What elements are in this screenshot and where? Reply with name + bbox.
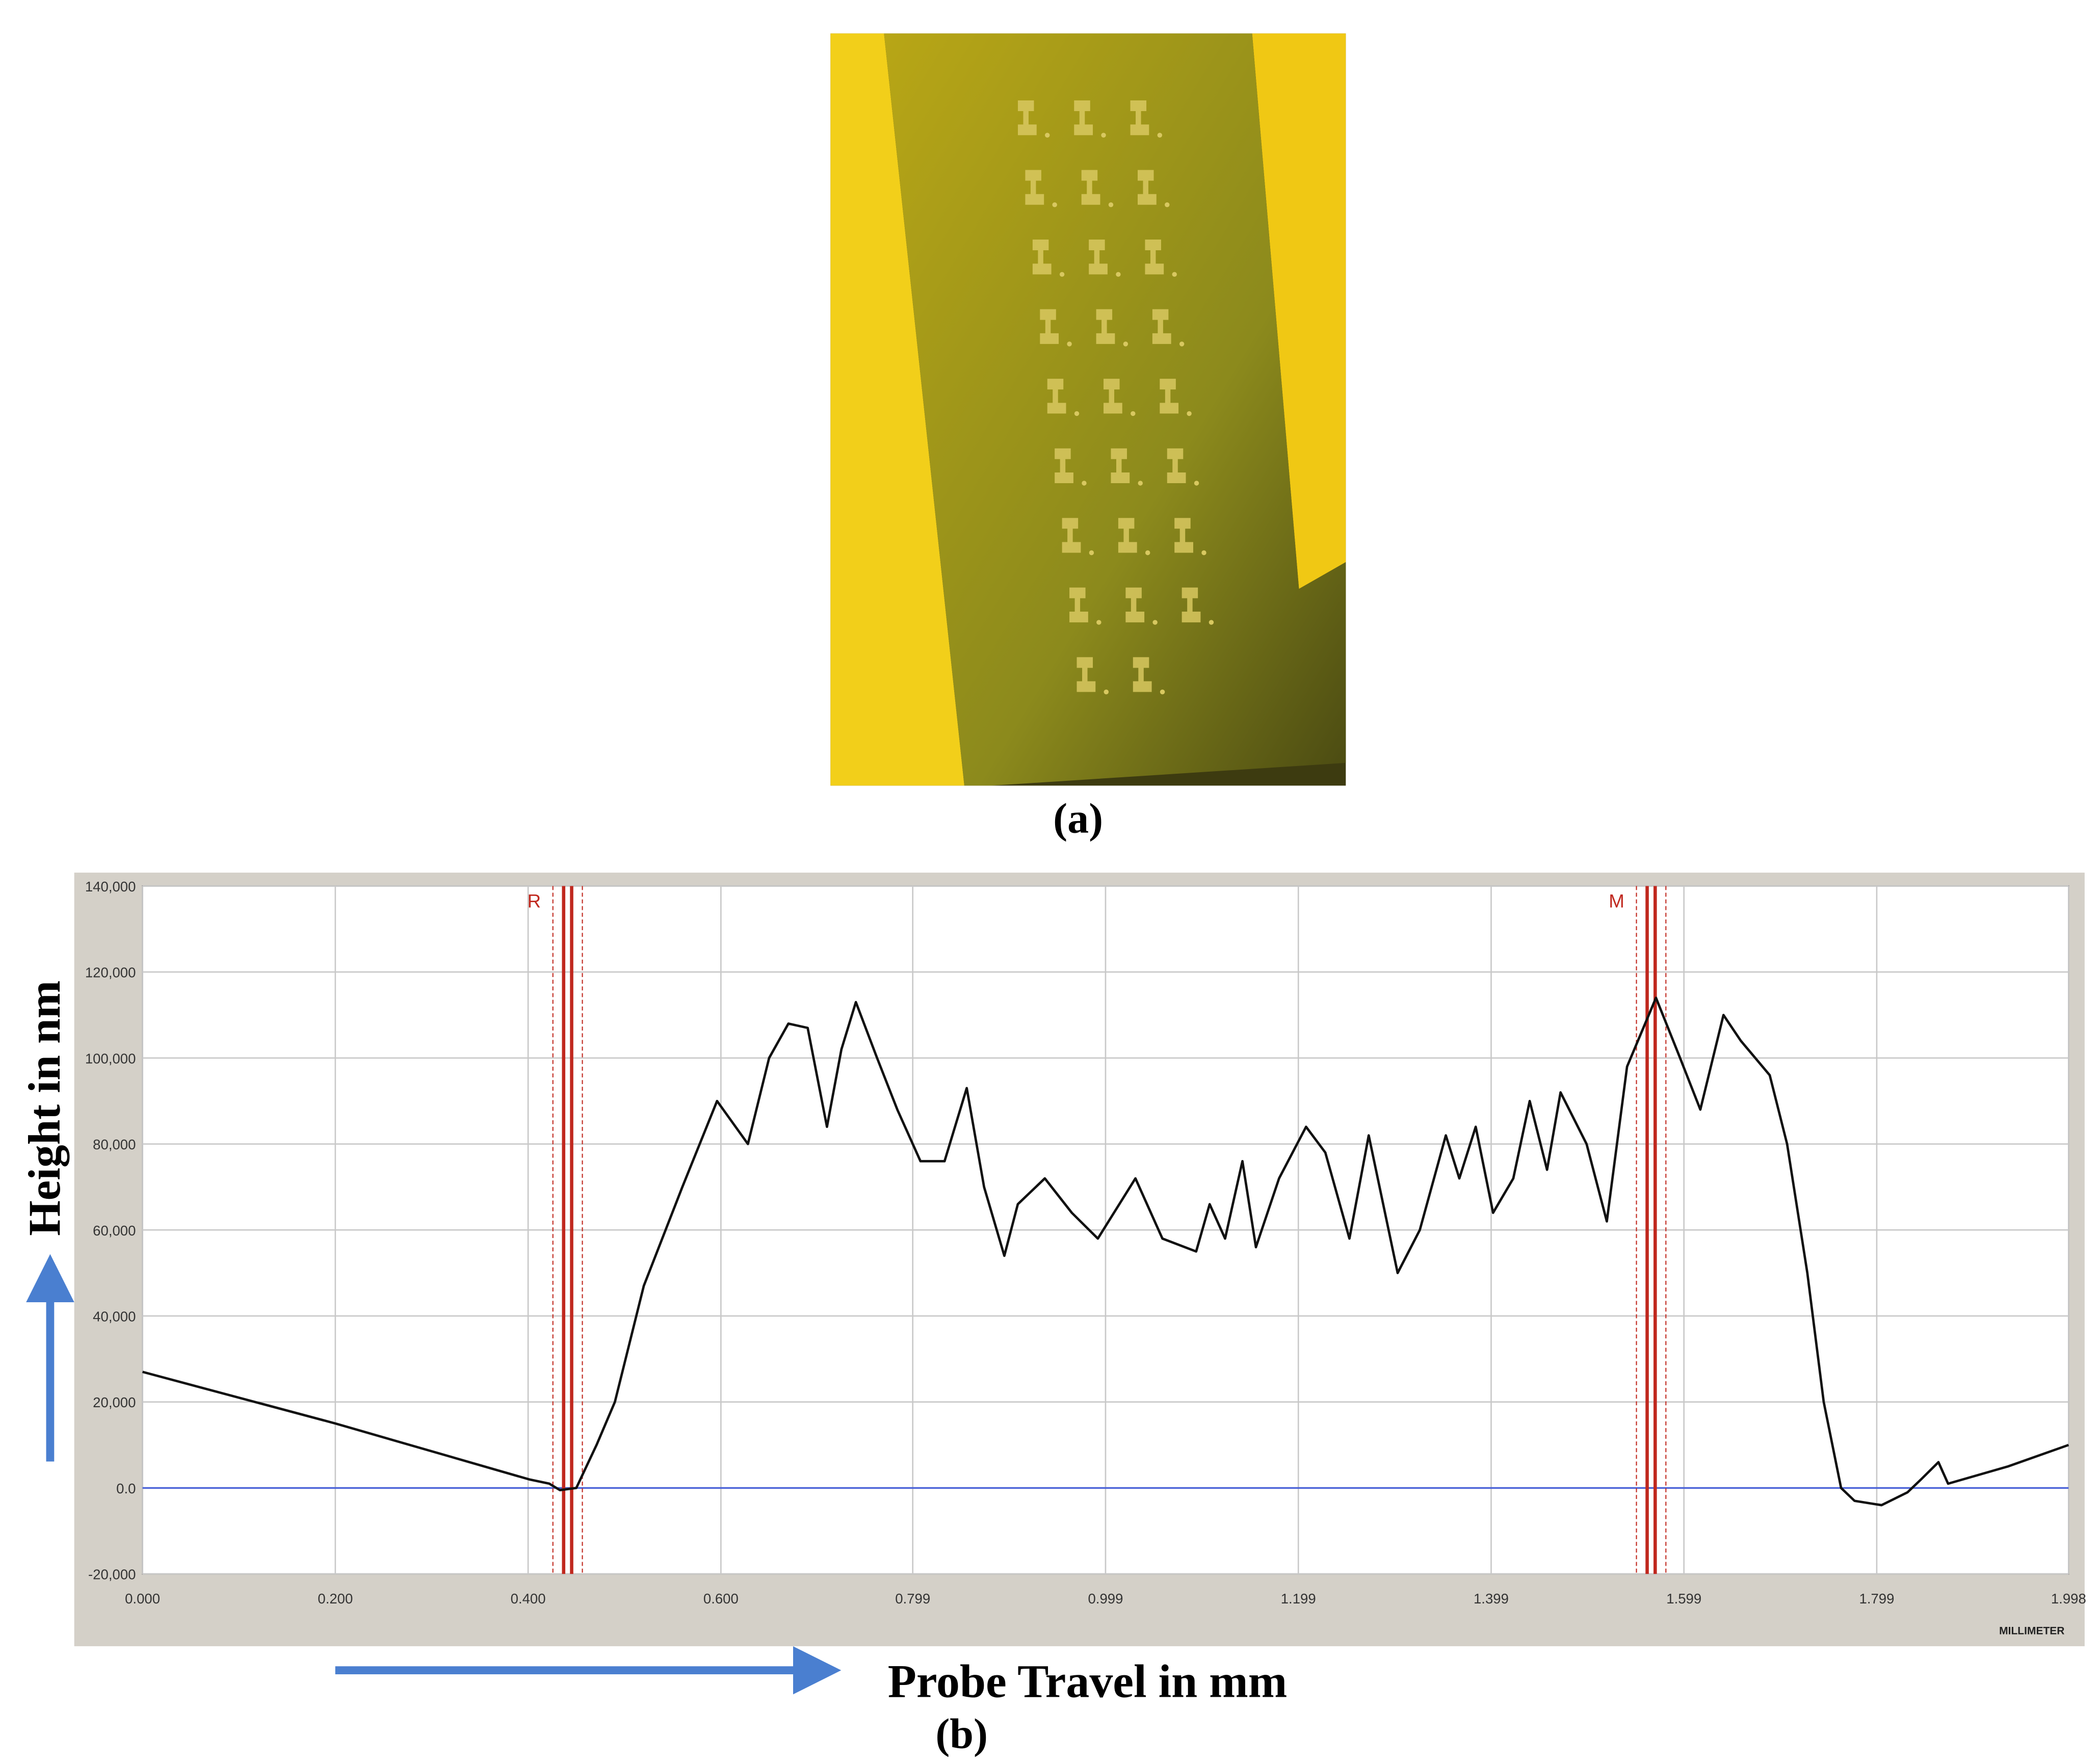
x-tick-label: 0.600: [703, 1591, 739, 1607]
x-tick-label: 0.000: [125, 1591, 160, 1607]
x-tick-label: 0.799: [895, 1591, 930, 1607]
photo-feature: [1137, 170, 1157, 205]
photo-feature: [1074, 100, 1093, 136]
photo-feature: [1045, 133, 1050, 138]
photo-feature: [1179, 341, 1185, 347]
y-axis-label: Height in nm: [19, 981, 70, 1236]
photo-feature: [1032, 240, 1052, 275]
photo: [830, 33, 1346, 786]
photo-feature: [1111, 448, 1130, 483]
y-tick-label: -20,000: [88, 1567, 136, 1583]
photo-feature: [1108, 202, 1114, 207]
photo-feature: [1118, 518, 1137, 553]
data-line: [142, 996, 2069, 1507]
plot: -20,000 0.0 20,000 40,000 60,000 80,000 100,00…: [85, 879, 2086, 1607]
photo-feature: [1138, 481, 1143, 486]
photo-feature: [1081, 170, 1100, 205]
photo-feature: [1104, 689, 1109, 695]
x-unit: MILLIMETER: [1999, 1625, 2064, 1637]
photo-feature: [1104, 379, 1122, 414]
photo-feature: [1067, 341, 1072, 347]
photo-feature: [1201, 550, 1206, 556]
photo-feature: [1123, 341, 1128, 347]
photo-feature: [1089, 240, 1108, 275]
photo-feature: [1059, 272, 1065, 277]
photo-feature: [1130, 100, 1149, 136]
y-tick-label: 20,000: [93, 1394, 136, 1410]
marker-label: M: [1609, 890, 1624, 911]
photo-feature: [1160, 689, 1165, 695]
panel-label: (a): [1053, 795, 1103, 842]
x-tick-label: 1.199: [1281, 1591, 1316, 1607]
photo-feature: [1167, 448, 1186, 483]
photo-feature: [1082, 481, 1087, 486]
x-tick-label: 0.400: [511, 1591, 546, 1607]
photo-feature: [1101, 133, 1106, 138]
photo-feature: [1069, 587, 1088, 623]
y-tick-label: 60,000: [93, 1223, 136, 1239]
photo-strip: [830, 33, 964, 786]
panel-label: (b): [935, 1710, 988, 1757]
photo-feature: [1062, 518, 1081, 553]
photo-feature: [1047, 379, 1066, 414]
photo-feature: [1174, 518, 1193, 553]
photo-feature: [1116, 272, 1121, 277]
y-tick-label: 0.0: [116, 1481, 136, 1496]
photo-feature: [1040, 309, 1059, 344]
photo-feature: [1152, 620, 1158, 625]
x-axis-label: Probe Travel in mm: [888, 1655, 1288, 1707]
photo-feature: [1125, 587, 1145, 623]
x-tick-label: 1.399: [1474, 1591, 1509, 1607]
photo-strip: [1252, 33, 1346, 589]
photo-feature: [1182, 587, 1201, 623]
photo-feature: [1172, 272, 1177, 277]
y-tick-label: 40,000: [93, 1308, 136, 1324]
photo-feature: [1052, 202, 1057, 207]
y-tick-label: 80,000: [93, 1137, 136, 1152]
photo-feature: [1157, 133, 1163, 138]
photo-feature: [1187, 411, 1192, 416]
photo-feature: [1055, 448, 1073, 483]
photo-feature: [1025, 170, 1044, 205]
photo-feature: [1145, 550, 1150, 556]
marker-label: R: [528, 890, 541, 911]
x-tick-label: 0.200: [318, 1591, 353, 1607]
photo-feature: [1077, 657, 1096, 692]
photo-feature: [1165, 202, 1170, 207]
photo-feature: [1152, 309, 1171, 344]
x-tick-label: 1.599: [1666, 1591, 1701, 1607]
photo-feature: [1209, 620, 1214, 625]
photo-feature: [1160, 379, 1179, 414]
y-tick-label: 100,000: [85, 1050, 136, 1066]
y-tick-label: 140,000: [85, 879, 136, 894]
photo-feature: [1131, 411, 1136, 416]
photo-feature: [1133, 657, 1152, 692]
photo-feature: [1017, 100, 1037, 136]
photo-feature: [1096, 620, 1101, 625]
x-tick-label: 1.799: [1859, 1591, 1894, 1607]
photo-feature: [1194, 481, 1199, 486]
x-tick-label: 1.998: [2051, 1591, 2086, 1607]
photo-feature: [1089, 550, 1094, 556]
photo-feature: [1145, 240, 1164, 275]
x-tick-label: 0.999: [1088, 1591, 1123, 1607]
photo-feature: [1096, 309, 1115, 344]
photo-feature: [1074, 411, 1080, 416]
y-tick-label: 120,000: [85, 965, 136, 981]
